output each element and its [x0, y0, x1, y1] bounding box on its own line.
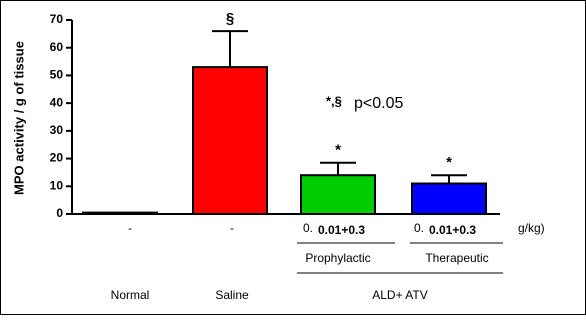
dose-label: 0.01+0.3 [318, 223, 365, 237]
y-tick-label: 60 [50, 40, 64, 54]
y-axis-label: MPO activity / g of tissue [11, 41, 26, 195]
y-tick-label: 40 [50, 95, 64, 109]
x-tick-label: Normal [111, 288, 150, 302]
y-tick-label: 70 [50, 12, 64, 26]
bar [192, 66, 268, 215]
dose-label: 0. [414, 221, 424, 235]
note-text: p<0.05 [354, 95, 403, 112]
bar [411, 182, 487, 215]
bar [300, 174, 376, 215]
dose-unit: g/kg) [518, 221, 545, 235]
note-symbols: *,§ [326, 93, 342, 108]
group-label: ALD+ ATV [372, 288, 427, 302]
y-tick-label: 50 [50, 68, 64, 82]
significance-mark: * [446, 154, 452, 171]
dose-label: - [128, 221, 132, 235]
dose-label: 0.01+0.3 [429, 223, 476, 237]
significance-mark: § [226, 10, 234, 27]
y-tick-label: 30 [50, 123, 64, 137]
x-tick-label: Therapeutic [425, 251, 488, 265]
significance-mark: * [335, 142, 341, 159]
y-tick-label: 10 [50, 178, 64, 192]
y-tick-label: 20 [50, 151, 64, 165]
bar [82, 211, 158, 216]
dose-label: - [230, 221, 234, 235]
x-tick-label: Saline [215, 288, 249, 302]
y-tick-label: 0 [56, 206, 63, 220]
x-tick-label: Prophylactic [305, 251, 370, 265]
dose-label: 0. [303, 221, 313, 235]
